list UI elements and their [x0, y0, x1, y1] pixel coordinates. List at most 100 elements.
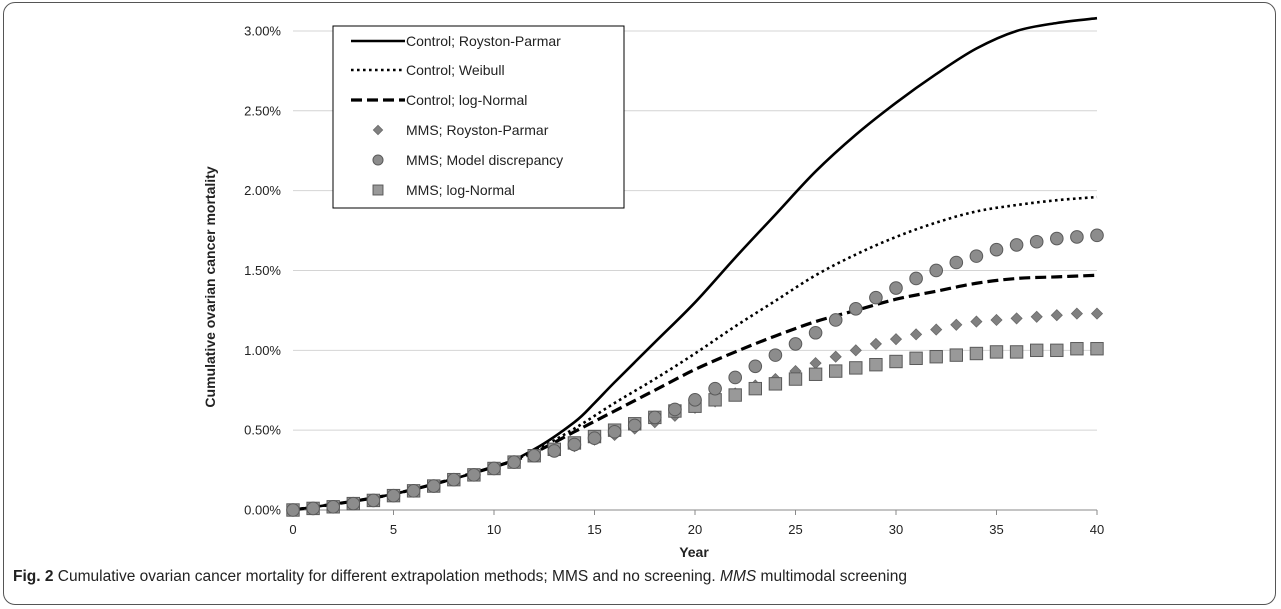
y-axis-title: Cumulative ovarian cancer mortality: [202, 166, 218, 407]
series-line-control-log-normal: [292, 273, 1098, 512]
data-point: [768, 377, 783, 391]
data-point: [547, 444, 562, 458]
data-point: [808, 367, 823, 381]
data-point: [869, 337, 882, 351]
legend-swatch: [372, 154, 384, 166]
data-point: [1009, 345, 1024, 359]
caption-text: Cumulative ovarian cancer mortality for …: [57, 568, 716, 585]
data-point: [768, 348, 783, 362]
data-point: [386, 488, 401, 503]
y-tick-label: 3.00%: [244, 23, 281, 38]
data-point: [969, 346, 984, 361]
legend-item: Control; Royston-Parmar: [351, 33, 561, 49]
data-point: [889, 333, 903, 346]
figure-frame: [3, 2, 1276, 605]
data-point: [668, 402, 682, 417]
legend-item: Control; log-Normal: [351, 92, 527, 108]
data-point: [849, 302, 863, 316]
x-tick-label: 25: [788, 522, 802, 537]
legend-label: MMS; Model discrepancy: [406, 152, 563, 168]
data-point: [990, 313, 1003, 327]
data-point: [929, 350, 943, 364]
data-point: [970, 315, 983, 328]
data-point: [808, 325, 823, 340]
caption-label: Fig. 2: [13, 568, 54, 585]
data-point: [929, 263, 944, 278]
x-tick-label: 40: [1090, 522, 1104, 537]
legend-item: MMS; Model discrepancy: [372, 152, 563, 168]
series-layer: [286, 16, 1104, 517]
data-point: [507, 455, 521, 469]
data-point: [1030, 310, 1043, 323]
data-point: [467, 468, 481, 482]
data-point: [1090, 342, 1104, 356]
data-point: [1070, 230, 1084, 244]
data-point: [406, 484, 421, 498]
data-point: [1050, 231, 1064, 246]
data-point: [306, 501, 320, 516]
y-tick-label: 1.50%: [244, 263, 281, 278]
data-point: [1029, 234, 1044, 249]
data-point: [648, 410, 662, 425]
data-point: [828, 313, 843, 327]
data-point: [1030, 343, 1044, 358]
tick-labels: 0.00% 0.50% 1.00% 1.50% 2.00% 2.50% 3.00% 0 5 10 1…: [244, 23, 1104, 537]
x-axis-title: Year: [679, 544, 709, 560]
x-tick-label: 35: [989, 522, 1003, 537]
data-point: [930, 323, 943, 336]
data-point: [1050, 343, 1064, 358]
legend-box: [332, 25, 625, 209]
legend-label: MMS; Royston-Parmar: [406, 122, 549, 138]
legend-swatch: [372, 124, 384, 136]
x-tick-label: 10: [487, 522, 501, 537]
data-point: [949, 255, 964, 270]
data-point: [748, 381, 762, 396]
data-point: [567, 437, 582, 452]
x-tick-label: 20: [688, 522, 702, 537]
data-point: [829, 350, 842, 363]
data-point: [849, 361, 863, 375]
data-point: [869, 357, 883, 372]
legend-item: MMS; Royston-Parmar: [372, 122, 549, 138]
data-point: [910, 328, 923, 341]
data-point: [1090, 228, 1104, 243]
caption-abbr-def: multimodal screening: [760, 568, 907, 585]
data-point: [688, 393, 702, 407]
x-tick-label: 30: [889, 522, 903, 537]
x-tick-label: 0: [289, 522, 296, 537]
data-point: [1050, 309, 1063, 322]
legend-swatch: [372, 184, 384, 196]
legend-label: Control; Royston-Parmar: [406, 33, 561, 49]
data-point: [1009, 238, 1024, 252]
data-point: [346, 496, 361, 511]
legend: Control; Royston-Parmar Control; Weibull C…: [332, 25, 625, 209]
data-point: [607, 424, 622, 439]
data-point: [1070, 307, 1083, 320]
legend-label: Control; Weibull: [406, 62, 505, 78]
data-point: [1070, 342, 1084, 356]
data-point: [708, 393, 722, 407]
data-point: [447, 472, 461, 487]
data-point: [949, 348, 963, 362]
data-point: [989, 242, 1004, 257]
caption-abbr: MMS: [720, 568, 757, 585]
data-point: [889, 354, 903, 369]
series-mms-model-discrepancy: [286, 228, 1104, 517]
data-point: [788, 337, 803, 351]
data-point: [587, 431, 602, 445]
data-point: [788, 372, 803, 386]
data-point: [708, 381, 722, 396]
data-point: [487, 461, 501, 476]
data-point: [909, 351, 923, 366]
data-point: [748, 359, 763, 374]
data-point: [869, 290, 883, 305]
data-point: [326, 500, 341, 514]
data-point: [909, 271, 923, 286]
legend-item: MMS; log-Normal: [372, 182, 515, 198]
x-tick-label: 15: [587, 522, 601, 537]
legend-item: Control; Weibull: [351, 62, 505, 78]
data-point: [728, 388, 742, 402]
data-point: [809, 357, 822, 370]
y-tick-label: 0.50%: [244, 423, 281, 438]
